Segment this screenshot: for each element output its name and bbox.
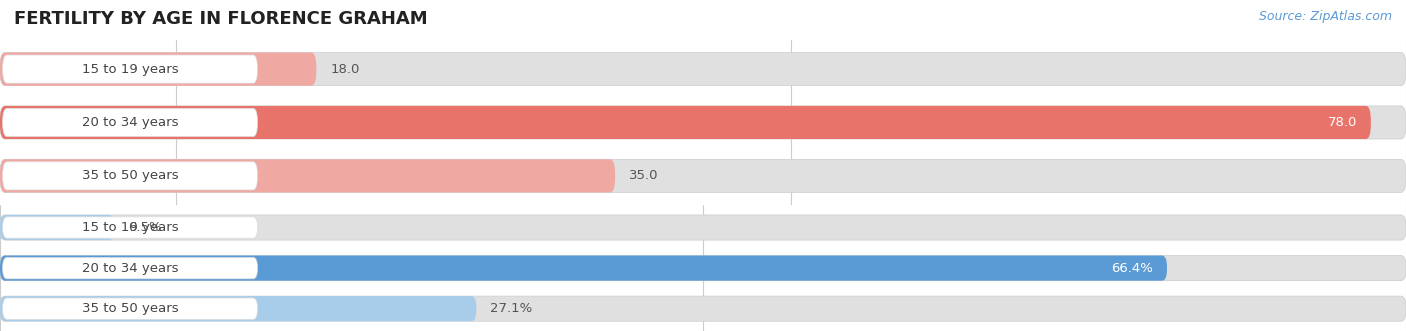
FancyBboxPatch shape xyxy=(0,256,1406,281)
FancyBboxPatch shape xyxy=(3,55,257,83)
Text: 18.0: 18.0 xyxy=(330,63,360,75)
FancyBboxPatch shape xyxy=(0,159,616,192)
FancyBboxPatch shape xyxy=(0,215,114,240)
FancyBboxPatch shape xyxy=(0,53,1406,86)
Text: 27.1%: 27.1% xyxy=(491,302,533,315)
FancyBboxPatch shape xyxy=(0,106,1371,139)
FancyBboxPatch shape xyxy=(3,258,257,279)
Text: 35 to 50 years: 35 to 50 years xyxy=(82,169,179,182)
FancyBboxPatch shape xyxy=(0,296,477,321)
Text: 20 to 34 years: 20 to 34 years xyxy=(82,261,179,275)
FancyBboxPatch shape xyxy=(0,215,1406,240)
FancyBboxPatch shape xyxy=(3,298,257,319)
FancyBboxPatch shape xyxy=(0,53,316,86)
Text: 6.5%: 6.5% xyxy=(128,221,162,234)
Text: 35 to 50 years: 35 to 50 years xyxy=(82,302,179,315)
Text: Source: ZipAtlas.com: Source: ZipAtlas.com xyxy=(1258,10,1392,23)
FancyBboxPatch shape xyxy=(3,108,257,136)
Text: 15 to 19 years: 15 to 19 years xyxy=(82,221,179,234)
FancyBboxPatch shape xyxy=(3,217,257,238)
FancyBboxPatch shape xyxy=(0,256,1167,281)
Text: 78.0: 78.0 xyxy=(1327,116,1357,129)
FancyBboxPatch shape xyxy=(0,159,1406,192)
Text: 66.4%: 66.4% xyxy=(1111,261,1153,275)
FancyBboxPatch shape xyxy=(0,106,1406,139)
Text: 20 to 34 years: 20 to 34 years xyxy=(82,116,179,129)
Text: FERTILITY BY AGE IN FLORENCE GRAHAM: FERTILITY BY AGE IN FLORENCE GRAHAM xyxy=(14,10,427,28)
FancyBboxPatch shape xyxy=(3,162,257,190)
FancyBboxPatch shape xyxy=(0,296,1406,321)
Text: 35.0: 35.0 xyxy=(630,169,658,182)
Text: 15 to 19 years: 15 to 19 years xyxy=(82,63,179,75)
